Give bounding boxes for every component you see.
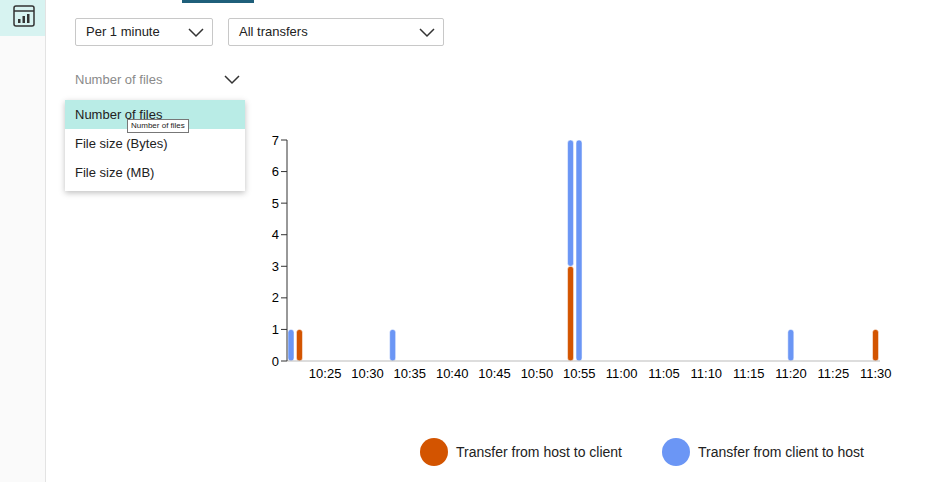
svg-text:10:45: 10:45 — [478, 366, 511, 381]
svg-text:7: 7 — [272, 133, 279, 148]
html-text:Number of files: Number of files — [75, 107, 163, 122]
html-text:Number of files: Number of files — [75, 72, 163, 87]
html-text:Transfer from client to host: Transfer from client to host — [698, 444, 864, 460]
svg-text:11:25: 11:25 — [818, 366, 850, 381]
html-text:File size (MB): File size (MB) — [75, 165, 155, 180]
svg-text:11:00: 11:00 — [606, 366, 638, 381]
html-text:Transfer from host to client: Transfer from host to client — [456, 444, 622, 460]
svg-text:5: 5 — [272, 196, 279, 211]
svg-text:1: 1 — [272, 322, 279, 337]
svg-text:11:20: 11:20 — [775, 366, 807, 381]
svg-text:10:35: 10:35 — [394, 366, 427, 381]
html-text:File size (Bytes): File size (Bytes) — [75, 136, 168, 151]
svg-text:4: 4 — [272, 227, 279, 242]
svg-text:10:50: 10:50 — [521, 366, 554, 381]
svg-text:11:15: 11:15 — [733, 366, 765, 381]
svg-text:0: 0 — [272, 354, 279, 369]
svg-text:10:25: 10:25 — [309, 366, 342, 381]
svg-text:11:10: 11:10 — [691, 366, 723, 381]
svg-text:10:55: 10:55 — [563, 366, 596, 381]
svg-text:10:40: 10:40 — [436, 366, 469, 381]
svg-text:11:05: 11:05 — [648, 366, 680, 381]
html-text:Number of files: Number of files — [131, 121, 185, 130]
svg-text:3: 3 — [272, 259, 279, 274]
svg-text:10:30: 10:30 — [351, 366, 384, 381]
svg-text:11:30: 11:30 — [860, 366, 892, 381]
svg-text:2: 2 — [272, 290, 279, 305]
svg-text:6: 6 — [272, 164, 279, 179]
html-text:Per 1 minute: Per 1 minute — [86, 24, 160, 39]
html-text:All transfers: All transfers — [239, 24, 308, 39]
